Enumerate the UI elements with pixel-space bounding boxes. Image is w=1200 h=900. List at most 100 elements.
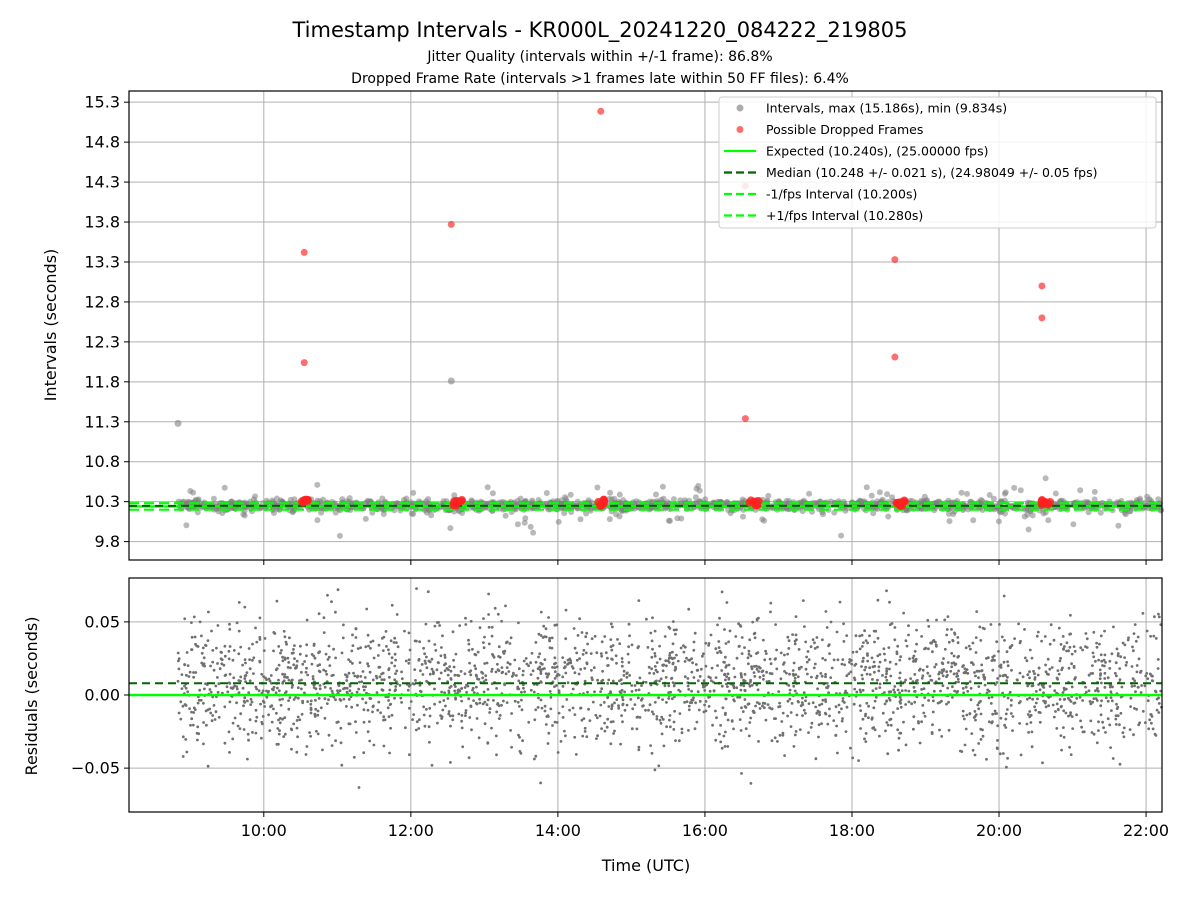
residual-point <box>1006 756 1009 760</box>
residual-point <box>516 687 520 691</box>
residual-point <box>544 627 548 631</box>
residual-point <box>1123 643 1127 647</box>
residual-point <box>614 654 618 658</box>
dropped-frame-point <box>597 107 605 115</box>
residual-point <box>637 688 641 692</box>
residual-point <box>758 702 761 706</box>
residual-point <box>669 690 672 694</box>
residual-point <box>330 744 334 747</box>
residual-point <box>211 660 215 664</box>
residual-point <box>1004 712 1008 716</box>
residual-point <box>1157 612 1160 616</box>
residual-point <box>610 707 613 711</box>
residual-point <box>679 646 683 650</box>
residual-point <box>467 756 471 760</box>
residual-point <box>786 652 789 656</box>
residual-point <box>726 672 730 676</box>
residual-point <box>832 658 836 662</box>
residuals-y-tick-label: 0.05 <box>84 612 120 631</box>
residual-point <box>387 699 390 702</box>
residual-point <box>254 719 258 723</box>
residual-point <box>578 617 581 621</box>
residual-point <box>1147 727 1151 731</box>
residual-point <box>895 650 899 654</box>
residual-point <box>852 702 856 706</box>
interval-point <box>616 491 623 498</box>
residual-point <box>493 606 497 610</box>
residual-point <box>752 671 756 674</box>
residual-point <box>848 660 851 664</box>
residual-point <box>313 712 317 716</box>
residual-point <box>564 637 568 641</box>
residual-point <box>894 662 898 666</box>
residual-point <box>1075 697 1079 700</box>
residual-point <box>211 649 215 652</box>
residual-point <box>504 672 508 676</box>
residual-point <box>520 708 524 712</box>
residual-point <box>467 648 471 652</box>
residual-point <box>770 707 774 711</box>
residual-point <box>1091 664 1094 667</box>
residual-point <box>460 726 464 730</box>
residual-point <box>243 605 247 609</box>
residual-point <box>177 667 181 671</box>
residual-point <box>673 709 676 713</box>
residual-point <box>468 716 472 719</box>
residual-point <box>251 642 254 646</box>
residual-point <box>593 634 597 638</box>
interval-point <box>1070 521 1077 528</box>
residual-point <box>436 721 439 725</box>
residual-point <box>369 697 373 700</box>
residual-point <box>651 647 654 651</box>
residual-point <box>981 734 985 738</box>
residual-point <box>743 689 747 693</box>
residual-point <box>1159 689 1163 693</box>
residual-point <box>687 708 691 712</box>
interval-point <box>252 493 259 500</box>
residual-point <box>749 782 753 785</box>
residual-point <box>407 661 411 665</box>
residual-point <box>651 616 654 620</box>
residual-point <box>930 679 934 682</box>
residual-point <box>740 675 743 679</box>
residual-point <box>403 629 406 633</box>
residual-point <box>927 625 931 628</box>
residual-point <box>226 690 230 694</box>
residual-point <box>575 658 579 662</box>
residual-point <box>809 645 813 649</box>
residual-point <box>335 721 339 724</box>
residual-point <box>228 645 232 648</box>
residual-point <box>278 689 281 693</box>
residual-point <box>189 723 192 727</box>
residual-point <box>836 658 840 662</box>
residual-point <box>275 599 279 603</box>
residual-point <box>250 700 254 704</box>
residual-point <box>1032 669 1035 673</box>
residual-point <box>422 713 426 717</box>
residual-point <box>989 702 993 705</box>
residual-point <box>631 707 635 711</box>
residual-point <box>539 670 543 673</box>
residual-point <box>857 759 860 762</box>
residual-point <box>542 624 546 628</box>
residual-point <box>495 687 498 690</box>
residual-point <box>586 690 589 694</box>
residual-point <box>196 725 200 729</box>
residual-point <box>841 717 844 720</box>
residual-point <box>1111 685 1114 689</box>
residual-point <box>563 729 566 733</box>
residual-point <box>1094 659 1097 663</box>
residual-point <box>237 601 241 604</box>
residual-point <box>690 689 693 693</box>
residual-point <box>231 721 235 725</box>
residual-point <box>1034 708 1037 712</box>
residual-point <box>794 615 798 618</box>
residual-point <box>532 690 536 694</box>
residual-point <box>767 691 770 695</box>
residual-point <box>262 701 266 704</box>
residual-point <box>1069 713 1072 717</box>
residual-point <box>743 673 747 676</box>
residual-point <box>667 661 671 664</box>
residual-point <box>977 669 981 673</box>
residual-point <box>707 695 710 699</box>
